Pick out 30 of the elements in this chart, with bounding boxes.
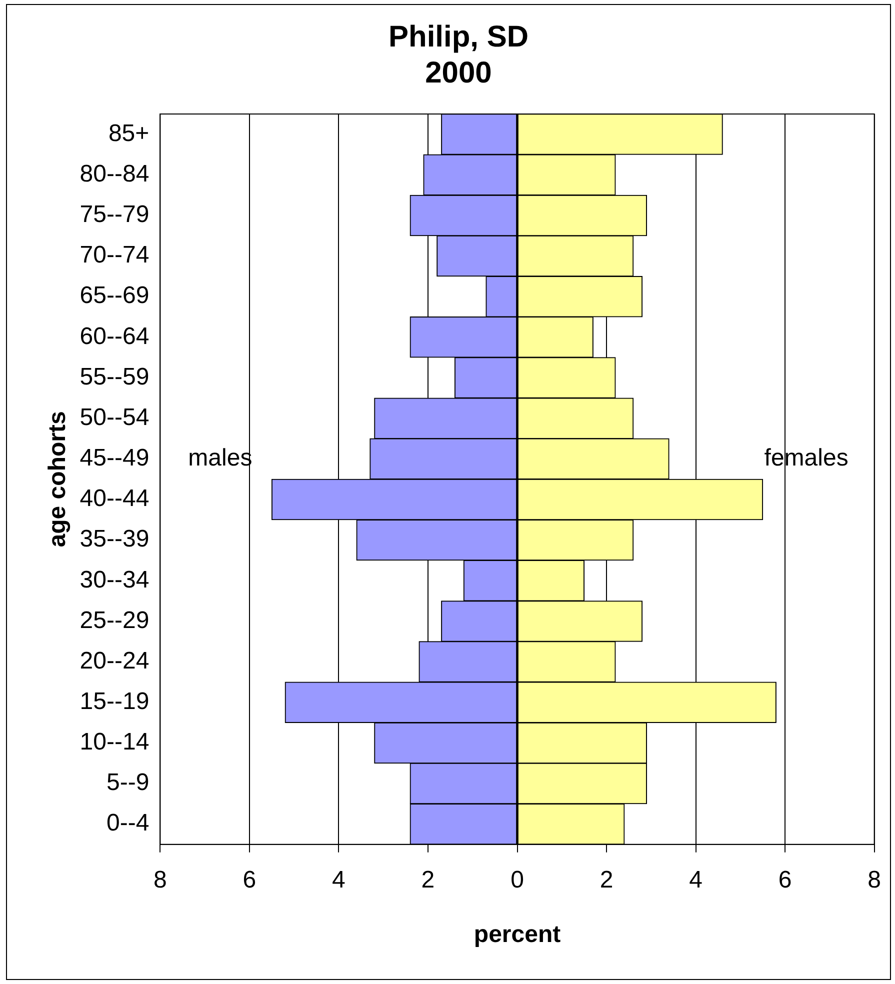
y-tick-label: 45--49	[80, 444, 150, 472]
x-axis-title: percent	[474, 921, 561, 948]
y-tick-label: 15--19	[80, 688, 150, 716]
y-tick-label: 55--59	[80, 363, 150, 390]
y-tick-label: 50--54	[80, 404, 150, 431]
y-tick-label: 60--64	[80, 322, 150, 350]
y-tick-label: 30--34	[80, 566, 150, 594]
x-tick-label: 6	[242, 866, 256, 894]
y-tick-label: 20--24	[80, 647, 150, 674]
y-tick-label: 80--84	[80, 160, 150, 188]
x-tick-label: 4	[332, 866, 346, 894]
chart-title: Philip, SD 2000	[388, 20, 529, 90]
y-tick-label: 0--4	[106, 810, 150, 837]
y-tick-label: 35--39	[80, 526, 150, 553]
y-tick-label: 65--69	[80, 282, 150, 310]
y-tick-label: 40--44	[80, 485, 150, 512]
x-tick-label: 8	[868, 866, 882, 894]
y-tick-label: 85+	[108, 120, 150, 147]
y-tick-label: 25--29	[80, 606, 150, 634]
x-tick-label: 4	[689, 866, 702, 894]
y-tick-label: 10--14	[80, 728, 150, 756]
y-tick-label: 70--74	[80, 242, 150, 269]
x-tick-label: 0	[510, 866, 524, 894]
y-tick-label: 5--9	[106, 769, 150, 796]
x-tick-label: 6	[778, 866, 792, 894]
x-tick-label: 2	[600, 866, 614, 894]
x-tick-label: 8	[153, 866, 167, 894]
y-axis-title: age cohorts	[44, 411, 72, 548]
y-tick-label: 75--79	[80, 201, 150, 228]
x-tick-label: 2	[421, 866, 435, 894]
